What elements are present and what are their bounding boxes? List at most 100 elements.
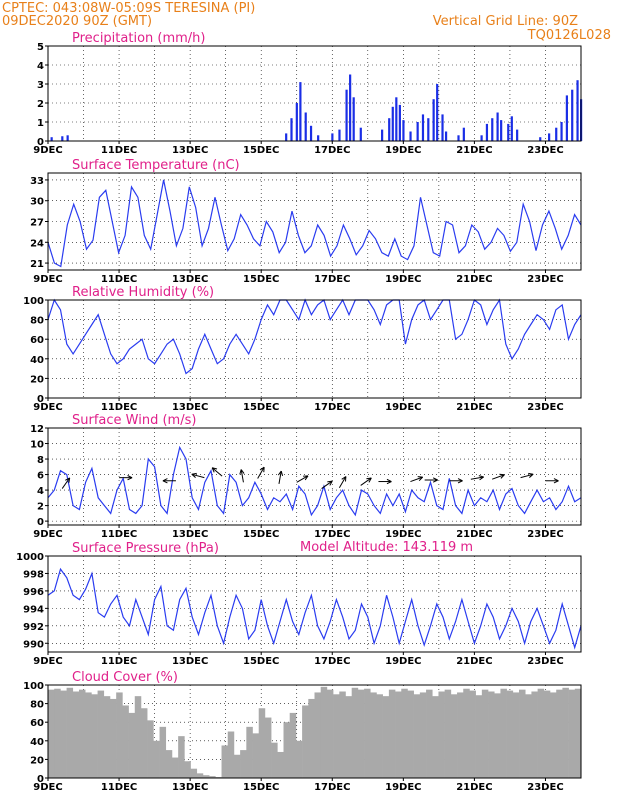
- x-tick-label: 19DEC: [385, 529, 421, 540]
- wind-vector-head: [191, 472, 197, 475]
- cloud-bar: [543, 690, 551, 778]
- precip-bar: [444, 131, 448, 141]
- y-tick-label: 21: [30, 259, 44, 270]
- y-tick-label: 0: [37, 774, 44, 785]
- x-tick-label: 23DEC: [527, 274, 563, 285]
- cloud-bar: [556, 689, 563, 778]
- x-tick-label: 21DEC: [456, 402, 492, 413]
- cloud-bar: [481, 689, 489, 778]
- cloud-bar: [450, 694, 458, 778]
- x-tick-label: 23DEC: [527, 145, 563, 156]
- precip-bar: [432, 99, 435, 141]
- precip-bar: [416, 122, 419, 141]
- y-tick-label: 2: [37, 99, 44, 110]
- header-location: CPTEC: 043:08W-05:09S TERESINA (PI): [2, 1, 255, 16]
- panel-title: Relative Humidity (%): [72, 285, 214, 300]
- wind-vector-head: [68, 477, 71, 483]
- y-tick-label: 0: [37, 394, 44, 405]
- cloud-bar: [382, 696, 390, 778]
- cloud-bar: [60, 690, 67, 778]
- precip-bar: [548, 133, 551, 141]
- panel-precip: 0 1 2 3 4 5 Precipitation (mm/h) 9DEC 11DEC 13DEC…: [33, 31, 583, 156]
- wind-vector-head: [304, 475, 309, 481]
- wind-vector: [424, 477, 438, 483]
- wind-vector-head: [162, 478, 168, 482]
- panel-rh: 0 20 40 60 80 100 Relative Humidity (%) 9DEC 11D…: [23, 285, 582, 413]
- panel-pres: 990 992 994 996 998 1000 Surface Pressure (hPa…: [16, 541, 582, 667]
- precip-bar: [352, 97, 355, 141]
- x-tick-label: 23DEC: [527, 656, 563, 667]
- x-tick-label: 21DEC: [456, 529, 492, 540]
- y-tick-label: 8: [37, 455, 44, 466]
- y-tick-label: 27: [30, 218, 44, 229]
- wind-vector-shaft: [191, 473, 205, 479]
- x-tick-label: 17DEC: [314, 782, 350, 793]
- cloud-bar: [506, 690, 514, 778]
- precip-bar: [555, 127, 558, 141]
- wind-vector: [211, 467, 223, 477]
- wind-vector: [360, 477, 372, 486]
- y-tick-label: 3: [37, 80, 44, 91]
- wind-vector: [449, 478, 463, 484]
- y-tick-label: 1: [37, 118, 44, 129]
- cloud-bar: [469, 690, 476, 778]
- wind-vector-head: [212, 467, 218, 470]
- x-tick-label: 13DEC: [172, 274, 208, 285]
- cloud-bar: [419, 692, 427, 778]
- cloud-bar: [283, 722, 291, 778]
- cloud-bar: [568, 689, 576, 778]
- y-tick-label: 60: [30, 718, 44, 729]
- precip-bar: [427, 118, 430, 141]
- wind-vector: [239, 469, 245, 483]
- y-tick-label: 990: [23, 639, 44, 650]
- cloud-bar: [184, 761, 191, 778]
- precip-bar: [66, 135, 69, 141]
- panel-frame: [47, 684, 582, 779]
- wind-vector: [257, 466, 265, 479]
- cloud-bar: [308, 698, 315, 778]
- x-tick-label: 19DEC: [385, 402, 421, 413]
- x-tick-label: 19DEC: [385, 782, 421, 793]
- x-tick-label: 15DEC: [243, 656, 279, 667]
- x-tick-label: 13DEC: [172, 656, 208, 667]
- wind-vector: [61, 477, 71, 489]
- wind-vector-head: [277, 470, 282, 476]
- wind-vector-head: [479, 476, 484, 481]
- wind-vector-head: [127, 475, 133, 479]
- cloud-bar: [147, 720, 154, 778]
- wind-vector-head: [553, 478, 559, 482]
- header-grid-note: Vertical Grid Line: 90Z: [433, 14, 578, 29]
- cloud-bar: [426, 689, 433, 778]
- cloud-bar: [500, 688, 507, 778]
- precip-bar: [388, 118, 391, 141]
- wind-vector-head: [529, 473, 534, 478]
- wind-vector-head: [240, 469, 245, 474]
- wind-vector-shaft: [278, 470, 282, 484]
- wind-vector-head: [341, 476, 347, 480]
- temp-line: [47, 179, 582, 268]
- cloud-bar: [574, 688, 582, 778]
- cloud-bar: [202, 775, 210, 778]
- x-tick-label: 17DEC: [314, 656, 350, 667]
- cloud-bar: [190, 768, 198, 778]
- cloud-bar: [134, 696, 142, 778]
- cloud-bar: [531, 691, 538, 778]
- cloud-bar: [54, 688, 61, 778]
- precip-bar: [485, 123, 489, 141]
- cloud-bar: [78, 689, 86, 778]
- cloud-bar: [351, 687, 359, 778]
- precip-bar: [421, 114, 425, 141]
- y-tick-label: 4: [37, 61, 44, 72]
- wind-vector: [378, 478, 392, 485]
- x-tick-label: 13DEC: [172, 529, 208, 540]
- y-tick-label: 20: [30, 374, 44, 385]
- precip-bar: [510, 116, 513, 141]
- y-tick-label: 994: [23, 604, 44, 615]
- header-code: TQ0126L028: [527, 28, 611, 43]
- x-tick-label: 9DEC: [33, 274, 62, 285]
- cloud-bar: [550, 692, 557, 778]
- pres-line: [47, 567, 582, 650]
- precip-bar: [285, 133, 288, 141]
- cloud-bar: [153, 740, 160, 778]
